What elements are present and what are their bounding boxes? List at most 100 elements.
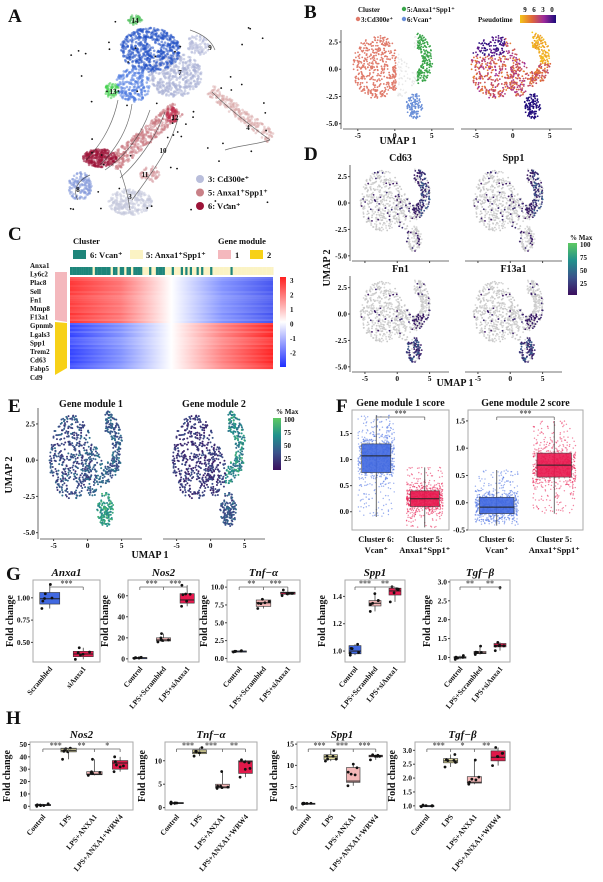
umap-point (547, 60, 549, 63)
umap-point (394, 81, 397, 84)
umap-point (519, 83, 522, 86)
cell-point (171, 75, 174, 78)
umap-point (540, 40, 542, 43)
umap-point (472, 52, 475, 54)
umap-point (528, 99, 531, 102)
cell-point (168, 46, 172, 50)
umap-point (414, 37, 417, 40)
gene-label: Ly6c2 (30, 271, 48, 279)
umap-point (522, 80, 525, 82)
umap-point (501, 65, 504, 68)
cell-point (115, 196, 119, 200)
umap-point (377, 36, 379, 39)
cell-point (119, 195, 123, 198)
umap-point (414, 99, 417, 102)
heatmap-row (70, 321, 273, 324)
umap-point (428, 51, 431, 54)
cell-point (142, 64, 146, 67)
arrow-head (80, 75, 83, 77)
cell-point (211, 89, 215, 92)
umap-point (526, 78, 529, 81)
umap-point (407, 66, 410, 69)
umap-point (497, 49, 499, 52)
umap-point (523, 100, 526, 103)
arrow-head (218, 160, 220, 163)
umap-point (358, 60, 361, 63)
umap-point (491, 51, 493, 54)
cell-point (183, 76, 187, 80)
umap-point (491, 66, 494, 69)
umap-point (484, 56, 487, 59)
umap-point (375, 51, 377, 54)
cell-point (138, 35, 142, 39)
cell-point (178, 115, 182, 118)
arrow-head (176, 167, 178, 170)
umap-point (500, 53, 502, 55)
umap-point (530, 82, 533, 85)
cell-point (152, 79, 155, 83)
cell-point (87, 182, 91, 185)
cell-point (115, 200, 119, 204)
cell-point (141, 36, 145, 40)
umap-point (376, 200, 379, 203)
arrow-head (129, 154, 132, 157)
umap-point (482, 92, 485, 94)
umap-point (538, 65, 540, 68)
cell-point (192, 43, 196, 47)
cell-point (245, 110, 249, 114)
umap-point (357, 51, 359, 54)
umap-point (472, 79, 475, 82)
cell-point (157, 121, 160, 125)
arrow-head (262, 102, 265, 104)
cell-point (130, 32, 134, 35)
umap-point (360, 77, 362, 80)
cluster-bar-cell (144, 267, 147, 275)
cluster-bar-cell (133, 267, 136, 275)
cell-point (166, 118, 170, 122)
umap-point (399, 88, 402, 91)
cell-point (231, 102, 235, 106)
legend-label: 5:Anxa1⁺Spp1⁺ (407, 6, 455, 14)
cell-point (152, 83, 156, 86)
arrow-head (150, 205, 153, 208)
cell-point (152, 49, 156, 53)
cell-point (220, 102, 223, 105)
umap-point (483, 53, 486, 55)
umap-point (544, 71, 547, 74)
umap-point (361, 90, 364, 92)
umap-point (481, 47, 483, 49)
umap-point (366, 56, 369, 59)
umap-point (418, 115, 421, 118)
umap-point (383, 51, 386, 54)
umap-point (356, 82, 359, 84)
gene-label: Fabp5 (30, 365, 50, 373)
cell-point (171, 40, 174, 43)
cell-point (242, 110, 246, 114)
umap-point (411, 84, 413, 87)
arrow-head (126, 104, 128, 107)
umap-point (510, 54, 513, 57)
heatmap-row (70, 327, 273, 330)
umap-point (519, 95, 521, 97)
gene-label: Trem2 (30, 348, 50, 356)
cluster-bar-cell (248, 267, 251, 275)
umap-point (536, 115, 539, 118)
cell-point (180, 113, 184, 116)
umap-point (395, 86, 398, 88)
umap-point (536, 74, 539, 76)
cell-point (134, 143, 138, 147)
cell-point (140, 56, 144, 59)
umap-point (505, 82, 508, 85)
pseudotime-tick-label: 9 (523, 6, 527, 14)
umap-point (423, 74, 426, 77)
cell-point (126, 208, 130, 212)
cluster-bar-cell (196, 267, 199, 275)
umap-point (531, 42, 534, 44)
cell-point (133, 85, 137, 88)
umap-point (501, 51, 504, 54)
umap-point (408, 99, 410, 102)
cluster-bar-cell (108, 267, 111, 275)
umap-point (538, 108, 541, 111)
cell-point (210, 92, 213, 96)
umap-point (490, 81, 493, 84)
